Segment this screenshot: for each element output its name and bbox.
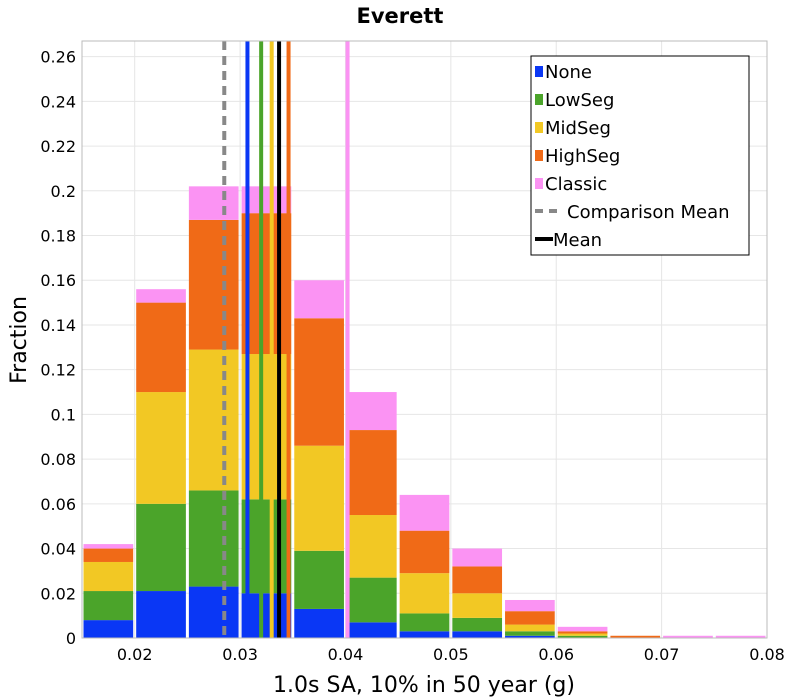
bar-segment-highseg — [399, 530, 450, 574]
bar-segment-none — [241, 593, 292, 638]
x-axis-ticks: 0.02 0.03 0.04 0.05 0.06 0.07 0.08 — [117, 645, 785, 664]
bar-segment-classic — [294, 280, 344, 319]
bar-segment-none — [505, 635, 555, 638]
legend-label-mean: Mean — [553, 230, 602, 251]
legend-swatch-midseg — [535, 122, 543, 133]
legend-label-lowseg: LowSeg — [545, 90, 614, 111]
bar-segment-highseg — [346, 430, 397, 516]
x-axis-title: 1.0s SA, 10% in 50 year (g) — [273, 673, 575, 698]
bar-segment-highseg — [294, 318, 344, 446]
bar-segment-highseg — [241, 213, 292, 355]
bar-segment-lowseg — [188, 490, 239, 587]
bar-segment-lowseg — [136, 503, 186, 592]
y-axis-title: Fraction — [7, 296, 32, 384]
bar-segment-lowseg — [557, 635, 608, 638]
bar-segment-midseg — [241, 354, 292, 500]
legend-swatch-classic — [535, 178, 543, 189]
bar-segment-classic — [136, 289, 186, 303]
bar-segment-classic — [241, 186, 292, 214]
x-tick-label: 0.07 — [644, 645, 680, 664]
y-tick-label: 0.2 — [51, 182, 76, 201]
y-tick-label: 0.06 — [40, 495, 76, 514]
bar-segment-midseg — [399, 573, 450, 614]
y-tick-label: 0.1 — [51, 405, 76, 424]
bar-segment-midseg — [346, 515, 397, 578]
bar-segment-highseg — [505, 611, 555, 625]
y-tick-label: 0.18 — [40, 227, 76, 246]
y-tick-label: 0.08 — [40, 450, 76, 469]
legend-label-midseg: MidSeg — [545, 118, 611, 139]
y-tick-label: 0.22 — [40, 137, 76, 156]
bar-segment-classic — [399, 494, 450, 531]
y-axis-ticks: 0 0.02 0.04 0.06 0.08 0.1 0.12 0.14 0.16 0.18 0.2 0… — [40, 48, 76, 648]
bar-segment-lowseg — [294, 550, 344, 609]
plot-frame — [81, 40, 768, 639]
y-tick-label: 0 — [66, 629, 76, 648]
y-tick-label: 0.02 — [40, 584, 76, 603]
bar-segment-midseg — [294, 445, 344, 551]
bar-segment-highseg — [452, 566, 503, 594]
bar-segment-none — [294, 608, 344, 638]
bar-segment-none — [83, 620, 134, 638]
mean-lines — [222, 41, 350, 638]
y-tick-label: 0.12 — [40, 361, 76, 380]
x-tick-label: 0.05 — [433, 645, 469, 664]
bar-segment-midseg — [505, 624, 555, 632]
y-tick-label: 0.14 — [40, 316, 76, 335]
x-tick-label: 0.03 — [222, 645, 258, 664]
bar-segment-none — [346, 622, 397, 638]
bar-segment-highseg — [610, 635, 661, 638]
bar-segment-midseg — [557, 633, 608, 636]
legend-label-comparison-mean: Comparison Mean — [567, 202, 730, 223]
bar-segment-none — [188, 586, 239, 638]
bar-segment-midseg — [452, 593, 503, 618]
bar-segment-none — [452, 631, 503, 638]
legend-label-highseg: HighSeg — [545, 146, 620, 167]
legend-swatch-none — [535, 66, 543, 77]
legend-swatch-highseg — [535, 150, 543, 161]
bar-segment-none — [399, 631, 450, 638]
x-tick-label: 0.02 — [117, 645, 153, 664]
chart-title: Everett — [357, 4, 444, 28]
legend-box — [530, 55, 750, 256]
bar-segment-lowseg — [452, 617, 503, 632]
bar-segment-midseg — [136, 392, 186, 504]
legend-swatch-lowseg — [535, 94, 543, 105]
bar-segment-lowseg — [346, 577, 397, 623]
legend-label-none: None — [545, 62, 592, 83]
bar-segment-classic — [188, 186, 239, 220]
y-tick-label: 0.24 — [40, 92, 76, 111]
y-tick-label: 0.16 — [40, 271, 76, 290]
bar-segment-classic — [83, 544, 134, 549]
legend-label-classic: Classic — [545, 174, 607, 195]
bar-segment-highseg — [83, 548, 134, 562]
bar-segment-classic — [557, 626, 608, 632]
bar-segment-lowseg — [241, 499, 292, 594]
y-tick-label: 0.04 — [40, 540, 76, 559]
bar-segment-lowseg — [505, 631, 555, 636]
bar-segment-classic — [452, 548, 503, 567]
bar-segment-highseg — [188, 219, 239, 350]
bar-segment-midseg — [83, 561, 134, 592]
y-tick-label: 0.26 — [40, 48, 76, 67]
bar-segment-midseg — [188, 349, 239, 491]
bar-segment-classic — [715, 635, 766, 638]
x-tick-label: 0.06 — [538, 645, 574, 664]
bar-segment-classic — [505, 599, 555, 612]
bar-segment-highseg — [136, 302, 186, 393]
bar-segment-none — [136, 591, 186, 638]
bar-segment-classic — [346, 392, 397, 431]
bar-segment-lowseg — [399, 613, 450, 632]
bar-segment-lowseg — [83, 591, 134, 621]
bar-segment-classic — [663, 635, 713, 638]
x-tick-label: 0.08 — [749, 645, 785, 664]
bars — [83, 186, 766, 638]
bar-segment-highseg — [557, 631, 608, 634]
x-tick-label: 0.04 — [328, 645, 364, 664]
legend: None LowSeg MidSeg HighSeg Classic Comparison… — [530, 55, 750, 256]
